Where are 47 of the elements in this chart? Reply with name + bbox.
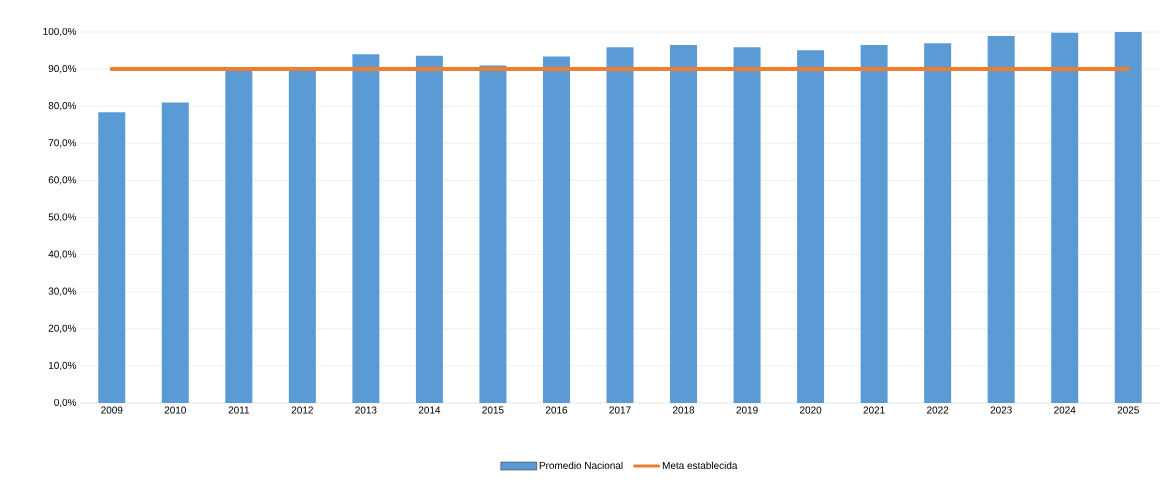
x-tick-label: 2020: [800, 406, 822, 414]
y-tick-label: 100,0%: [43, 27, 77, 37]
x-tick-label: 2022: [927, 406, 949, 414]
bar: [987, 36, 1015, 403]
x-tick-label: 2015: [482, 406, 504, 414]
y-tick-label: 70,0%: [48, 139, 77, 148]
bar: [288, 69, 316, 403]
x-tick-label: 2024: [1054, 406, 1076, 414]
bar: [479, 65, 507, 403]
x-tick-label: 2010: [164, 406, 186, 414]
y-tick-label: 0,0%: [54, 398, 77, 408]
bar: [98, 112, 126, 403]
x-tick-label: 2016: [545, 406, 568, 414]
y-tick-label: 60,0%: [48, 176, 77, 185]
y-tick-label: 20,0%: [48, 324, 77, 333]
y-tick-label: 50,0%: [48, 213, 77, 222]
x-tick-label: 2023: [990, 406, 1012, 414]
y-tick-label: 30,0%: [48, 287, 77, 296]
x-tick-label: 2012: [291, 406, 313, 414]
y-tick-label: 10,0%: [49, 361, 77, 371]
bar: [161, 102, 189, 403]
bar: [415, 55, 443, 403]
bar: [1114, 32, 1142, 403]
y-tick-label: 90,0%: [48, 64, 77, 74]
x-tick-label: 2011: [228, 406, 250, 414]
bar: [860, 44, 888, 403]
bar: [225, 69, 253, 403]
x-tick-label: 2014: [418, 406, 441, 414]
x-tick-label: 2013: [355, 406, 377, 414]
x-tick-label: 2009: [101, 406, 123, 414]
bar: [797, 50, 825, 403]
bar: [352, 54, 380, 403]
bar: [606, 47, 634, 403]
legend-label: Meta establecida: [662, 461, 738, 470]
bar: [924, 43, 952, 403]
x-tick-label: 2021: [863, 406, 885, 414]
x-tick-label: 2018: [672, 406, 695, 414]
bar: [733, 47, 761, 403]
bar: [670, 44, 698, 403]
bar: [1051, 32, 1079, 403]
x-tick-label: 2017: [609, 406, 631, 414]
x-tick-label: 2025: [1117, 406, 1139, 414]
y-tick-label: 80,0%: [48, 102, 77, 111]
bar: [542, 56, 570, 403]
legend-label: Promedio Nacional: [539, 461, 623, 470]
y-tick-label: 40,0%: [48, 250, 77, 259]
x-tick-label: 2019: [736, 406, 758, 414]
